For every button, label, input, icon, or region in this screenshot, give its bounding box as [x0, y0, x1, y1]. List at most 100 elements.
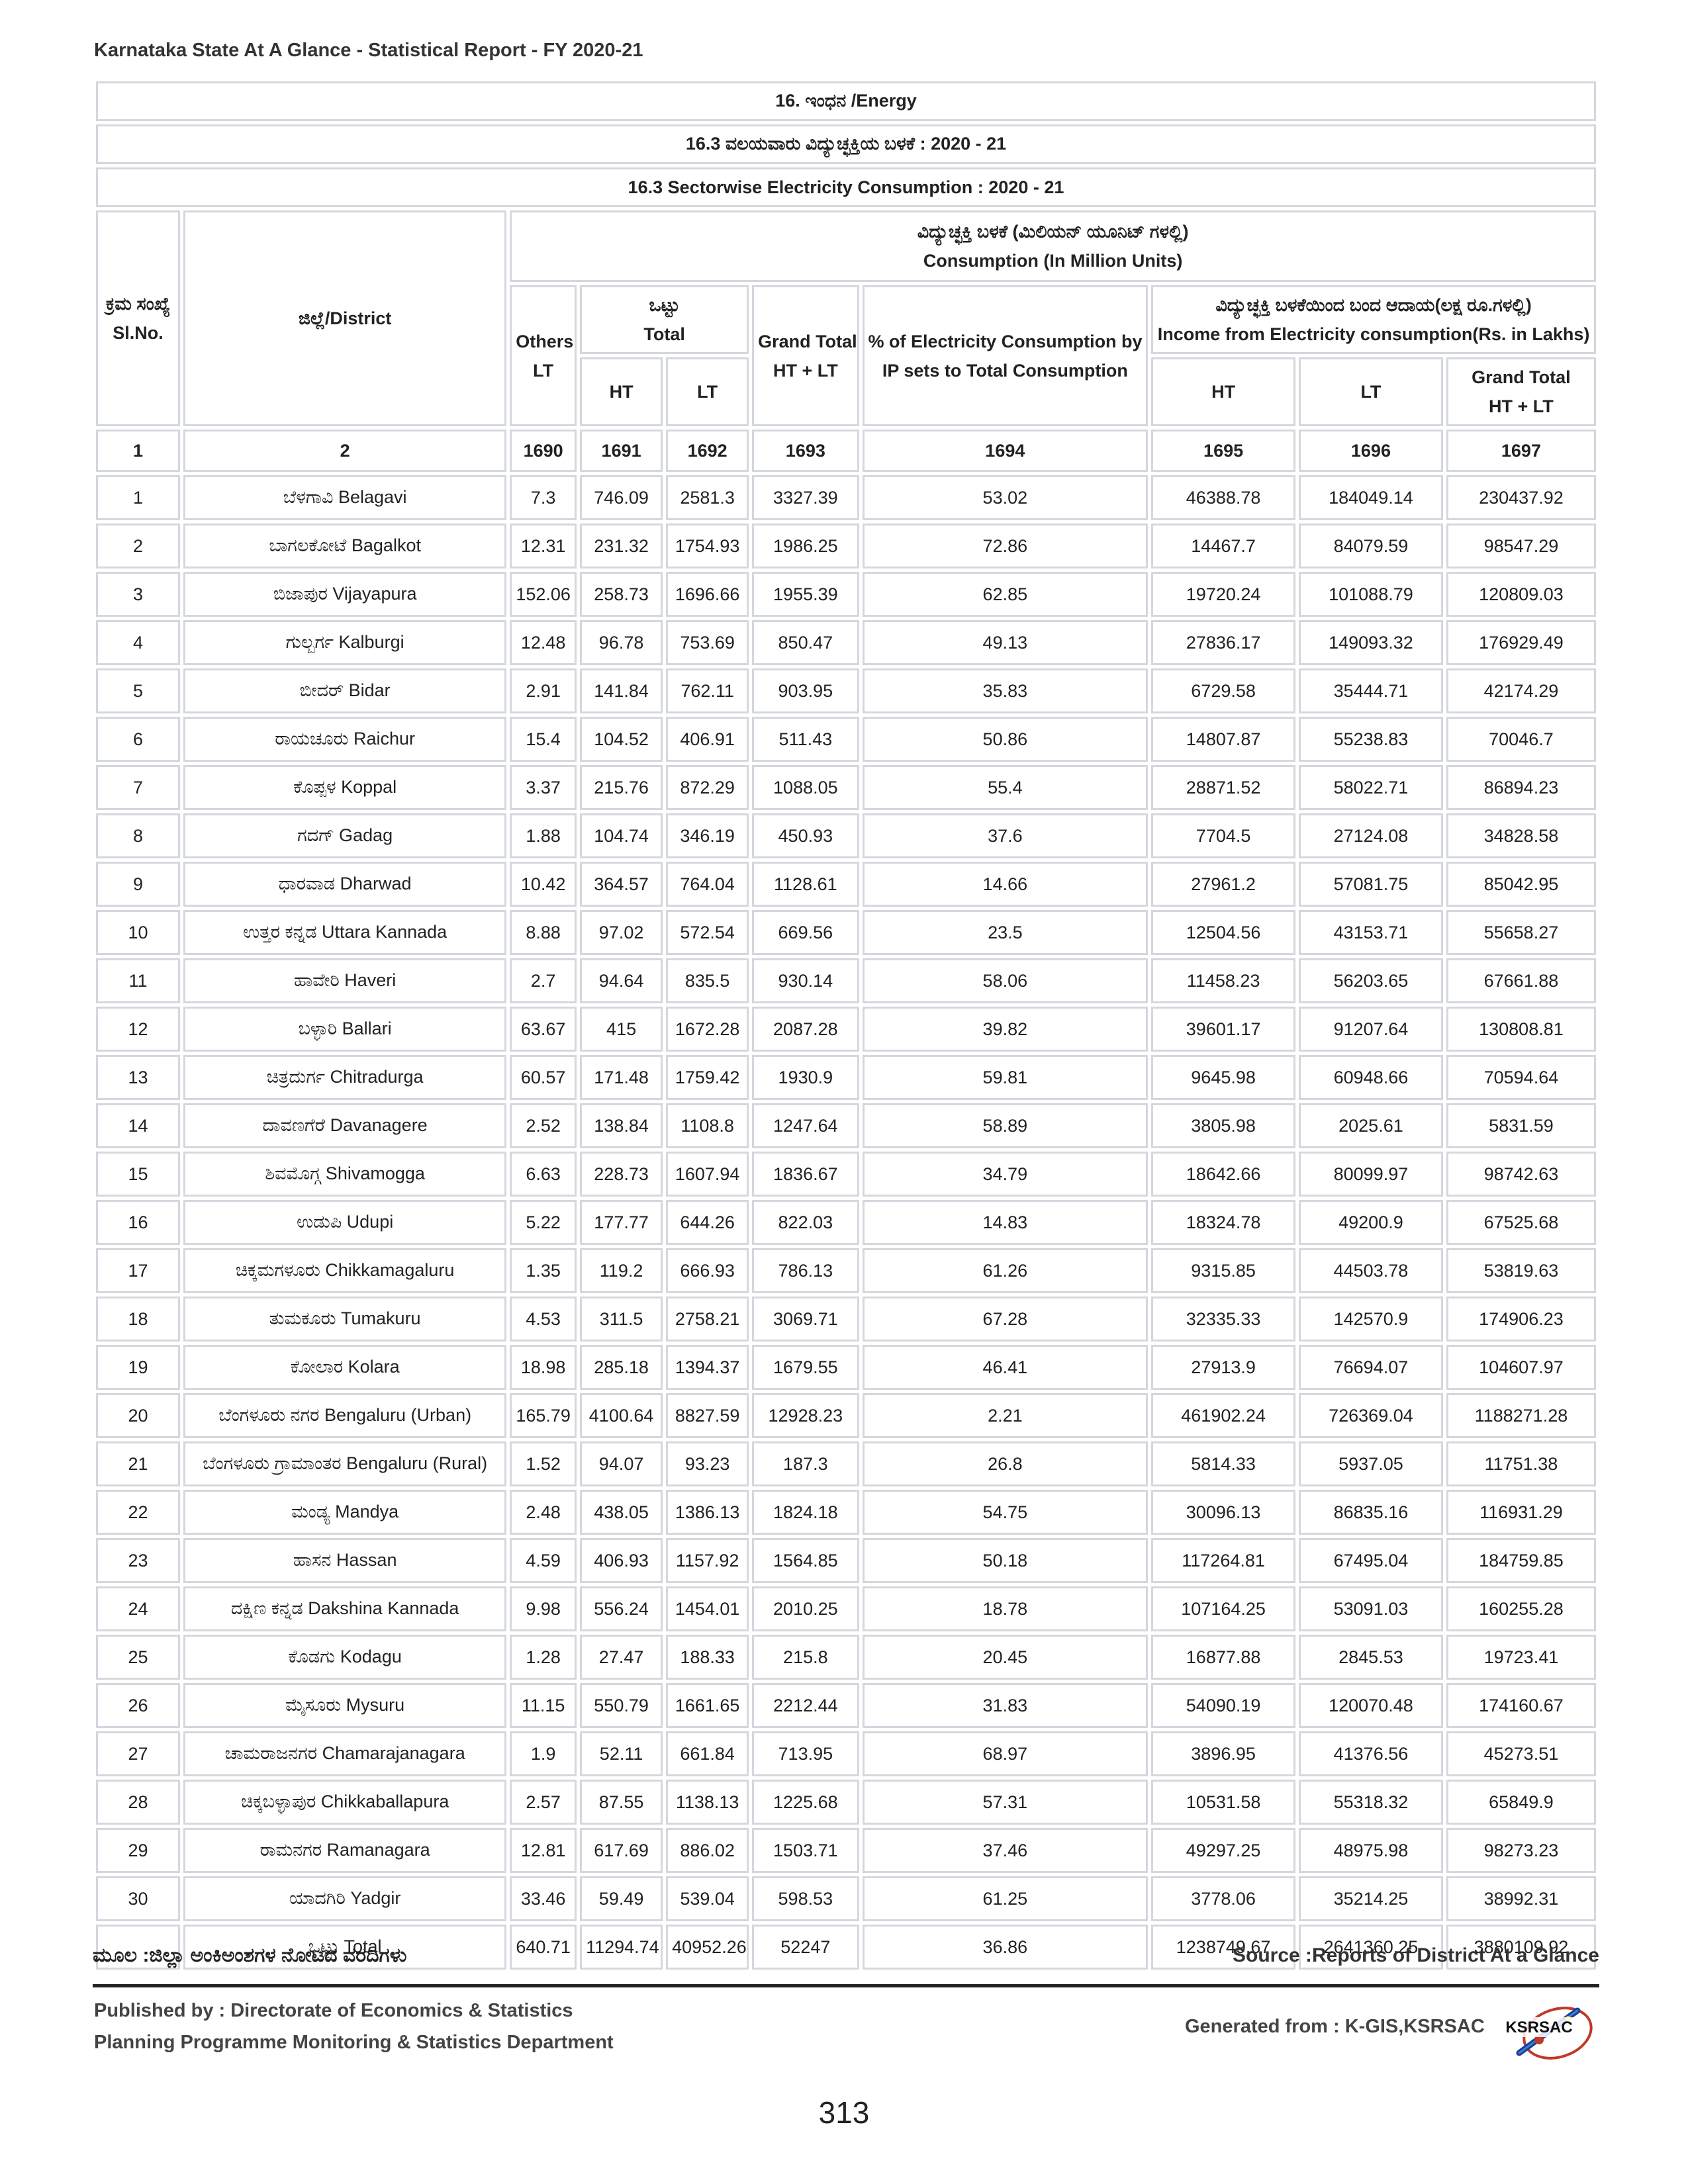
cell-district: ರಾಮನಗರ Ramanagara — [183, 1828, 507, 1873]
cell-value: 58.89 — [862, 1103, 1149, 1148]
cell-value: 49.13 — [862, 620, 1149, 665]
cell-district: ಉಡುಪಿ Udupi — [183, 1200, 507, 1245]
cell-value: 669.56 — [752, 910, 859, 955]
cell-district: ಚಾಮರಾಜನಗರ Chamarajanagara — [183, 1731, 507, 1776]
table-row: 17 ಚಿಕ್ಕಮಗಳೂರು Chikkamagaluru 1.35 119.2 666… — [96, 1248, 1596, 1293]
cell-value: 3327.39 — [752, 475, 859, 520]
table-row: 8 ಗದಗ್ Gadag 1.88 104.74 346.19 450.93 37.6 770… — [96, 813, 1596, 858]
cell-slno: 2 — [96, 523, 181, 569]
cell-value: 11294.74 — [580, 1925, 663, 1970]
cell-value: 60.57 — [510, 1055, 577, 1100]
cell-value: 53091.03 — [1299, 1586, 1443, 1631]
cell-value: 3778.06 — [1151, 1876, 1296, 1921]
cell-value: 886.02 — [666, 1828, 749, 1873]
department-name: Planning Programme Monitoring & Statisti… — [94, 2032, 614, 2053]
cell-value: 187.3 — [752, 1441, 859, 1486]
cell-value: 40952.26 — [666, 1925, 749, 1970]
cell-slno: 14 — [96, 1103, 181, 1148]
cell-value: 67525.68 — [1446, 1200, 1596, 1245]
cell-value: 46.41 — [862, 1345, 1149, 1390]
cell-district: ಒಟ್ಟು Total — [183, 1925, 507, 1970]
header-total: ಒಟ್ಟು Total — [580, 285, 749, 354]
header-consumption-kn: ವಿದ್ಯುಚ್ಛಕ್ತಿ ಬಳಕೆ (ಮಿಲಿಯನ್ ಯೂನಿಟ್ ಗಳಲ್ಲ… — [917, 222, 1189, 242]
header-grand-total: Grand Total HT + LT — [752, 285, 859, 426]
column-number: 2 — [183, 430, 507, 472]
cell-value: 14.83 — [862, 1200, 1149, 1245]
cell-value: 188.33 — [666, 1635, 749, 1680]
cell-value: 1754.93 — [666, 523, 749, 569]
cell-value: 86835.16 — [1299, 1490, 1443, 1535]
cell-value: 539.04 — [666, 1876, 749, 1921]
cell-district: ಗದಗ್ Gadag — [183, 813, 507, 858]
generated-from: Generated from : K-GIS,KSRSAC — [1185, 2016, 1485, 2037]
table-row: 25 ಕೊಡಗು Kodagu 1.28 27.47 188.33 215.8 20.45 1… — [96, 1635, 1596, 1680]
cell-value: 12.81 — [510, 1828, 577, 1873]
cell-value: 57.31 — [862, 1780, 1149, 1825]
cell-value: 57081.75 — [1299, 862, 1443, 907]
cell-slno: 15 — [96, 1152, 181, 1197]
cell-value: 85042.95 — [1446, 862, 1596, 907]
cell-value: 835.5 — [666, 958, 749, 1003]
cell-value: 160255.28 — [1446, 1586, 1596, 1631]
report-title: Karnataka State At A Glance - Statistica… — [94, 40, 643, 61]
cell-value: 1564.85 — [752, 1538, 859, 1583]
cell-value: 138.84 — [580, 1103, 663, 1148]
cell-district: ಕೊಡಗು Kodagu — [183, 1635, 507, 1680]
cell-value: 39601.17 — [1151, 1007, 1296, 1052]
cell-value: 661.84 — [666, 1731, 749, 1776]
table-row: 22 ಮಂಡ್ಯ Mandya 2.48 438.05 1386.13 1824.18 54… — [96, 1490, 1596, 1535]
cell-district: ಮಂಡ್ಯ Mandya — [183, 1490, 507, 1535]
cell-value: 5814.33 — [1151, 1441, 1296, 1486]
cell-value: 1824.18 — [752, 1490, 859, 1535]
cell-district: ಬೀದರ್ Bidar — [183, 668, 507, 713]
table-row: 7 ಕೊಪ್ಪಳ Koppal 3.37 215.76 872.29 1088.05 55.… — [96, 765, 1596, 810]
published-by: Published by : Directorate of Economics … — [94, 2000, 573, 2021]
cell-value: 764.04 — [666, 862, 749, 907]
cell-value: 20.45 — [862, 1635, 1149, 1680]
source-kannada: ಮೂಲ :ಜಿಲ್ಲಾ ಅಂಕಿಅಂಶಗಳ ನೋಟದ ವರದಿಗಳು — [93, 1944, 407, 1966]
cell-value: 572.54 — [666, 910, 749, 955]
cell-value: 746.09 — [580, 475, 663, 520]
cell-value: 4100.64 — [580, 1393, 663, 1438]
table-row: 30 ಯಾದಗಿರಿ Yadgir 33.46 59.49 539.04 598.53 61… — [96, 1876, 1596, 1921]
cell-value: 2581.3 — [666, 475, 749, 520]
cell-value: 27961.2 — [1151, 862, 1296, 907]
cell-value: 37.46 — [862, 1828, 1149, 1873]
cell-value: 3880109.92 — [1446, 1925, 1596, 1970]
cell-value: 2.48 — [510, 1490, 577, 1535]
cell-value: 2087.28 — [752, 1007, 859, 1052]
source-english: Source :Reports of District At a Glance — [1232, 1944, 1599, 1966]
cell-value: 35214.25 — [1299, 1876, 1443, 1921]
cell-value: 1238749.67 — [1151, 1925, 1296, 1970]
cell-value: 46388.78 — [1151, 475, 1296, 520]
cell-value: 311.5 — [580, 1297, 663, 1342]
cell-value: 120070.48 — [1299, 1683, 1443, 1728]
ksrsac-logo-icon: KSRSAC — [1505, 2007, 1593, 2060]
cell-value: 32335.33 — [1151, 1297, 1296, 1342]
cell-value: 2.52 — [510, 1103, 577, 1148]
total-row: ಒಟ್ಟು Total 640.71 11294.74 40952.26 52247 36… — [96, 1925, 1596, 1970]
header-total-lt: LT — [666, 357, 749, 426]
cell-value: 228.73 — [580, 1152, 663, 1197]
header-income-grand-total: Grand Total HT + LT — [1446, 357, 1596, 426]
cell-value: 753.69 — [666, 620, 749, 665]
cell-value: 598.53 — [752, 1876, 859, 1921]
header-consumption: ವಿದ್ಯುಚ್ಛಕ್ತಿ ಬಳಕೆ (ಮಿಲಿಯನ್ ಯೂನಿಟ್ ಗಳಲ್ಲ… — [510, 210, 1596, 282]
cell-value: 14807.87 — [1151, 717, 1296, 762]
cell-slno: 5 — [96, 668, 181, 713]
cell-value: 12928.23 — [752, 1393, 859, 1438]
cell-value: 84079.59 — [1299, 523, 1443, 569]
cell-value: 94.07 — [580, 1441, 663, 1486]
table-row: 5 ಬೀದರ್ Bidar 2.91 141.84 762.11 903.95 35.83 6… — [96, 668, 1596, 713]
title-kannada-banner: 16.3 ವಲಯವಾರು ವಿದ್ಯುಚ್ಛಕ್ತಿಯ ಬಳಕೆ : 2020 … — [96, 124, 1596, 164]
cell-value: 120809.03 — [1446, 572, 1596, 617]
cell-value: 27913.9 — [1151, 1345, 1296, 1390]
cell-value: 28871.52 — [1151, 765, 1296, 810]
table-row: 19 ಕೋಲಾರ Kolara 18.98 285.18 1394.37 1679.55 4… — [96, 1345, 1596, 1390]
cell-value: 1.9 — [510, 1731, 577, 1776]
ksrsac-logo-text: KSRSAC — [1505, 2019, 1572, 2036]
cell-value: 27.47 — [580, 1635, 663, 1680]
cell-district: ರಾಯಚೂರು Raichur — [183, 717, 507, 762]
cell-value: 39.82 — [862, 1007, 1149, 1052]
cell-value: 850.47 — [752, 620, 859, 665]
